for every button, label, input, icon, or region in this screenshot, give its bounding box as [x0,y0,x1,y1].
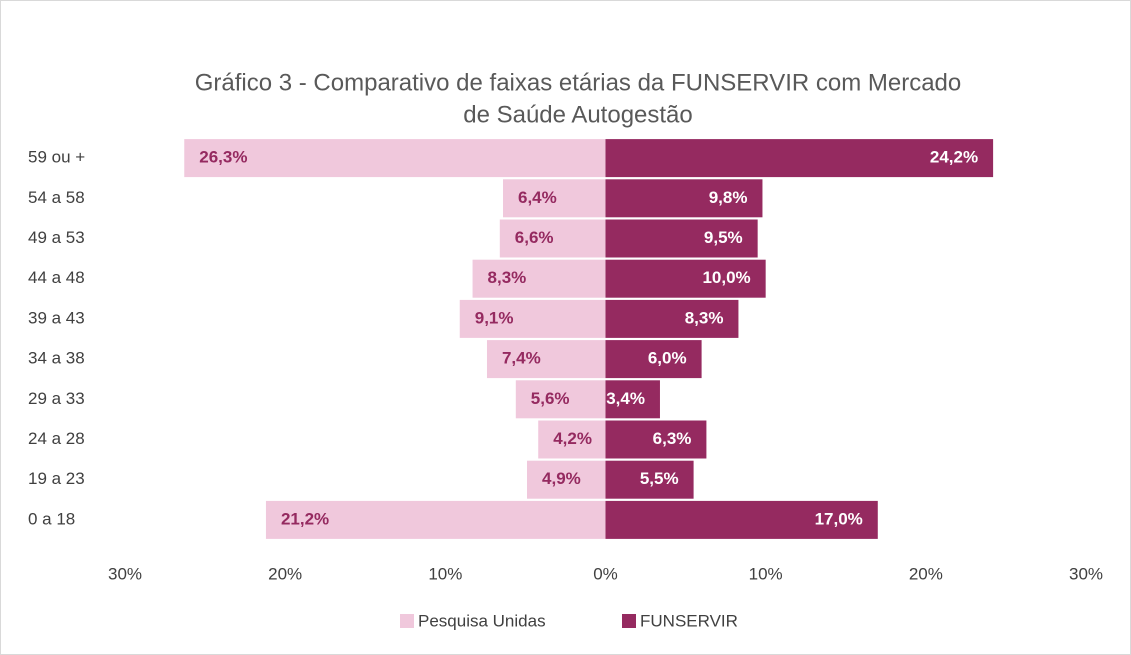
x-tick-label: 20% [268,564,302,583]
bar [605,219,758,258]
chart-title: Gráfico 3 - Comparativo de faixas etária… [195,69,962,96]
legend-swatch [622,614,636,628]
bar [605,500,878,539]
value-label: 7,4% [502,349,541,368]
bar [605,340,702,379]
category-label: 29 a 33 [28,389,85,408]
bar [605,460,694,499]
chart-title: de Saúde Autogestão [463,101,693,128]
category-label: 49 a 53 [28,228,85,247]
value-label: 21,2% [281,509,329,528]
x-tick-label: 10% [428,564,462,583]
legend-swatch [400,614,414,628]
category-label: 24 a 28 [28,429,85,448]
bar [605,420,707,459]
x-tick-label: 30% [1069,564,1103,583]
x-tick-label: 10% [749,564,783,583]
x-tick-label: 20% [909,564,943,583]
value-label: 5,5% [640,469,679,488]
value-label: 4,9% [542,469,581,488]
x-tick-label: 30% [108,564,142,583]
category-label: 59 ou + [28,148,85,167]
value-label: 6,6% [515,228,554,247]
value-label: 26,3% [199,148,247,167]
value-label: 6,4% [518,188,557,207]
legend-label: Pesquisa Unidas [418,611,546,630]
category-label: 34 a 38 [28,349,85,368]
category-label: 44 a 48 [28,268,85,287]
bar [605,139,994,178]
value-label: 8,3% [488,268,527,287]
category-label: 54 a 58 [28,188,85,207]
category-label: 19 a 23 [28,469,85,488]
bar [502,179,606,218]
bar [459,299,606,338]
bar [472,259,606,298]
bar [605,259,766,298]
bar [605,299,739,338]
value-label: 3,4% [606,389,645,408]
bar [499,219,606,258]
value-label: 9,1% [475,308,514,327]
category-label: 0 a 18 [28,509,75,528]
value-label: 9,5% [704,228,743,247]
value-label: 5,6% [531,389,570,408]
value-label: 6,0% [648,349,687,368]
value-label: 24,2% [930,148,978,167]
bar [184,139,606,178]
bar [515,380,606,419]
bar [538,420,606,459]
category-label: 39 a 43 [28,308,85,327]
value-label: 9,8% [709,188,748,207]
value-label: 17,0% [815,509,863,528]
value-label: 10,0% [702,268,750,287]
value-label: 4,2% [553,429,592,448]
bar [486,340,606,379]
value-label: 8,3% [685,308,724,327]
bar [527,460,606,499]
x-tick-label: 0% [593,564,618,583]
bar [605,380,660,419]
legend-label: FUNSERVIR [640,611,738,630]
value-label: 6,3% [653,429,692,448]
bar [605,179,763,218]
bar [265,500,606,539]
